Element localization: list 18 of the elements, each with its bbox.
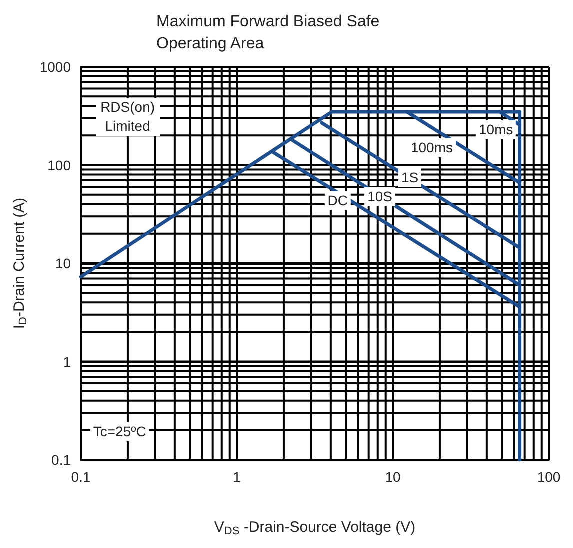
y-axis-title: ID-Drain Current (A) bbox=[10, 198, 30, 330]
chart-title: Maximum Forward Biased Safe Operating Area bbox=[156, 14, 384, 52]
x-tick-label: 0.1 bbox=[71, 469, 91, 485]
y-tick-label: 10 bbox=[55, 256, 72, 272]
annotation: 10S bbox=[364, 188, 396, 207]
annotation: 10ms bbox=[476, 120, 516, 140]
x-tick-label: 1 bbox=[233, 469, 242, 485]
annotation: 100ms bbox=[408, 138, 456, 158]
y-tick-label: 1 bbox=[63, 354, 72, 370]
annotation: DC bbox=[324, 192, 352, 210]
annotation: Tc=25ºC bbox=[90, 422, 150, 442]
y-tick-label: 100 bbox=[48, 157, 72, 174]
annotation: 1S bbox=[398, 168, 422, 188]
y-tick-label: 1000 bbox=[40, 59, 72, 75]
y-tick-label: 0.1 bbox=[52, 452, 72, 468]
x-tick-label: 10 bbox=[385, 469, 401, 485]
x-tick-label: 100 bbox=[537, 469, 561, 485]
annotation: RDS(on) Limited bbox=[96, 98, 160, 136]
